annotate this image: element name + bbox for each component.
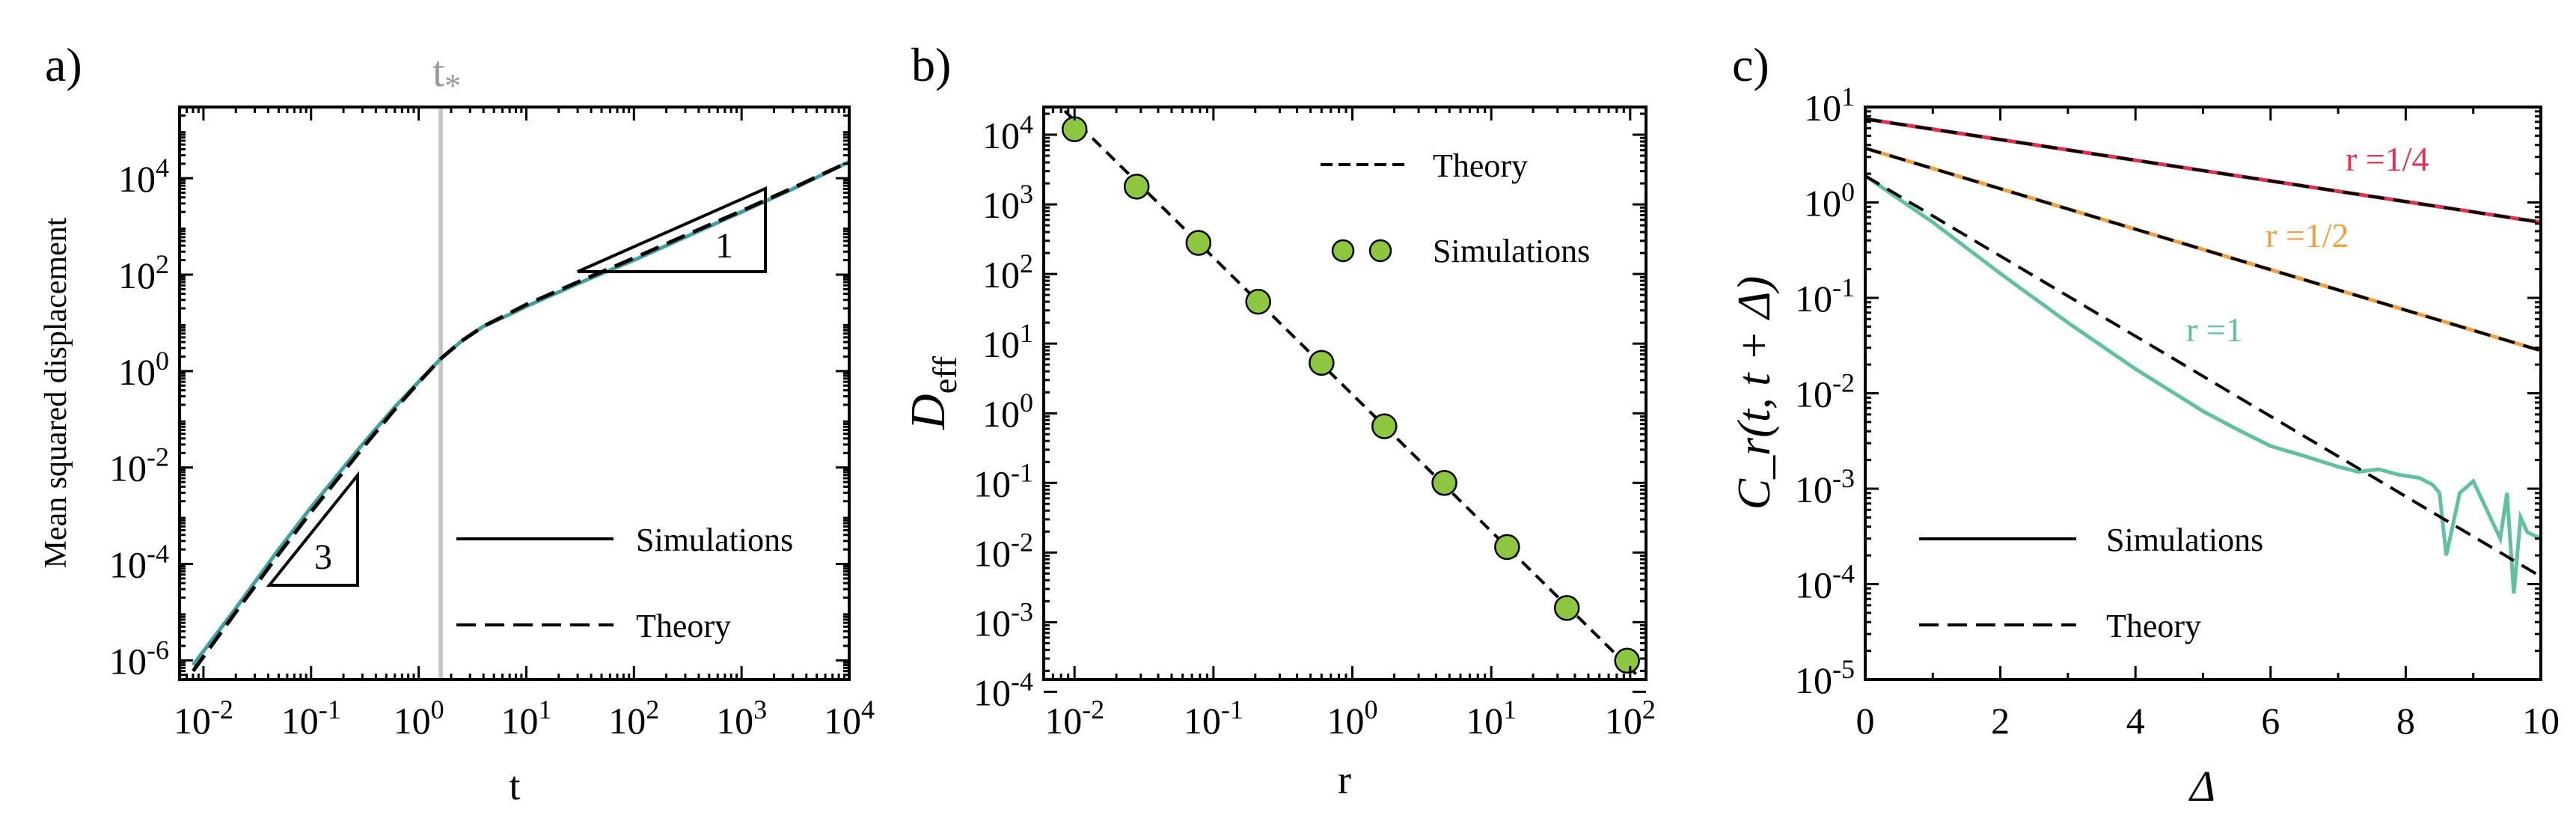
b-y-tick-label: 10-1	[973, 457, 1033, 504]
a-series-simulations	[192, 159, 851, 667]
b-x-tick-label: 100	[1327, 695, 1378, 742]
b-y-axis-label: Deff	[901, 355, 964, 430]
b-legend-marker-1	[1331, 239, 1355, 263]
c-y-axis-label: C_r(t, t + Δ)	[1729, 276, 1780, 510]
a-y-tick-label: 100	[118, 346, 169, 393]
b-series-theory	[1063, 109, 1637, 676]
panel-b-label: b)	[911, 38, 951, 91]
b-y-tick-label: 101	[982, 318, 1033, 365]
c-series-r-one	[1864, 174, 2542, 594]
b-data-point	[1371, 413, 1398, 439]
c-y-tick-label: 10-2	[1795, 368, 1855, 415]
a-y-tick-label: 10-6	[109, 635, 169, 682]
a-y-tick-label: 104	[118, 153, 169, 200]
c-x-tick-label: 6	[2261, 700, 2280, 742]
a-x-tick-label: 102	[608, 695, 659, 742]
a-slope-triangle-3	[266, 471, 359, 587]
a-x-tick-label: 103	[716, 695, 767, 742]
a-y-tick-label: 102	[118, 249, 169, 296]
c-plot-frame	[1864, 106, 2542, 681]
c-y-tick-label: 10-4	[1795, 559, 1855, 606]
b-x-tick-label: 101	[1466, 695, 1517, 742]
a-vline-label: t*	[432, 47, 461, 104]
c-x-tick-label: 2	[1991, 700, 2010, 742]
a-x-tick-label: 10-2	[174, 695, 233, 742]
b-x-tick-label: 10-1	[1184, 695, 1243, 742]
b-x-tick-label: 10-2	[1044, 695, 1104, 742]
a-legend-label-theory: Theory	[636, 608, 731, 644]
b-x-axis-label: r	[1338, 757, 1351, 802]
c-x-tick-label: 4	[2126, 700, 2145, 742]
c-y-tick-label: 10-1	[1795, 272, 1855, 320]
c-legend-label-theory: Theory	[2106, 608, 2201, 644]
c-y-tick-label: 100	[1804, 177, 1855, 225]
b-plot-frame	[1042, 106, 1648, 681]
c-x-tick-label: 8	[2396, 700, 2415, 742]
b-y-tick-label: 100	[982, 388, 1033, 435]
b-data-point	[1494, 534, 1520, 561]
panel-c-label: c)	[1732, 38, 1769, 91]
a-y-axis-label: Mean squared displacement	[39, 217, 73, 568]
a-slope-label-1: 1	[715, 226, 733, 266]
b-data-point	[1061, 116, 1088, 142]
b-data-point	[1553, 595, 1580, 621]
panel-b: b) Theory Simulations 10-2 10-1 100 101 102 1…	[901, 38, 1656, 802]
b-y-tick-label: 103	[982, 179, 1033, 226]
b-data-point	[1431, 470, 1457, 496]
b-data-point	[1185, 230, 1212, 256]
c-theory-r-half	[1864, 147, 2542, 352]
a-x-tick-label: 100	[394, 695, 444, 742]
c-y-tick-label: 10-3	[1795, 463, 1855, 510]
b-data-point	[1309, 350, 1335, 376]
panel-a: a) t* 3 1 Simulations Theory 10-2 10-1 100…	[39, 38, 875, 808]
b-x-tick-label: 102	[1605, 695, 1656, 742]
panel-a-label: a)	[45, 38, 82, 91]
a-slope-label-3: 3	[314, 537, 332, 577]
b-data-point	[1245, 288, 1271, 315]
a-y-tick-label: 10-4	[109, 539, 169, 586]
b-y-tick-label: 10-3	[973, 596, 1033, 644]
b-y-tick-label: 10-2	[973, 527, 1033, 574]
c-theory-r-one	[1864, 174, 2542, 579]
c-x-axis-label: Δ	[2188, 762, 2215, 811]
a-series-theory	[191, 159, 851, 673]
panel-c: c) r =1/4 r =1/2 r =1 Simulations Theory…	[1729, 38, 2560, 811]
c-theory-r-quarter	[1864, 117, 2542, 224]
a-x-axis-label: t	[509, 763, 520, 808]
a-plot-frame	[178, 106, 851, 681]
b-data-point	[1123, 174, 1150, 200]
a-slope-triangle-1	[577, 186, 767, 273]
c-annotation-r-half: r =1/2	[2266, 216, 2349, 254]
a-y-tick-label: 10-2	[109, 442, 169, 489]
b-data-point	[1614, 647, 1640, 674]
b-legend-label-simulations: Simulations	[1433, 233, 1590, 269]
c-annotation-r-quarter: r =1/4	[2346, 140, 2429, 178]
c-annotation-r-one: r =1	[2186, 311, 2243, 349]
b-legend-label-theory: Theory	[1433, 147, 1528, 184]
b-y-tick-label: 104	[982, 109, 1033, 156]
c-x-tick-label: 0	[1856, 700, 1875, 742]
b-y-tick-label: 102	[982, 248, 1033, 296]
a-legend-label-simulations: Simulations	[636, 522, 793, 558]
c-y-tick-label: 101	[1804, 82, 1855, 129]
c-x-tick-label: 10	[2522, 700, 2560, 742]
c-legend-label-simulations: Simulations	[2106, 522, 2263, 558]
a-x-tick-label: 104	[824, 695, 875, 742]
c-y-tick-label: 10-5	[1795, 654, 1855, 701]
b-legend-marker-2	[1368, 239, 1392, 263]
b-y-tick-label: 10-4	[973, 666, 1033, 713]
a-x-tick-label: 101	[501, 695, 551, 742]
a-x-tick-label: 10-1	[281, 695, 341, 742]
